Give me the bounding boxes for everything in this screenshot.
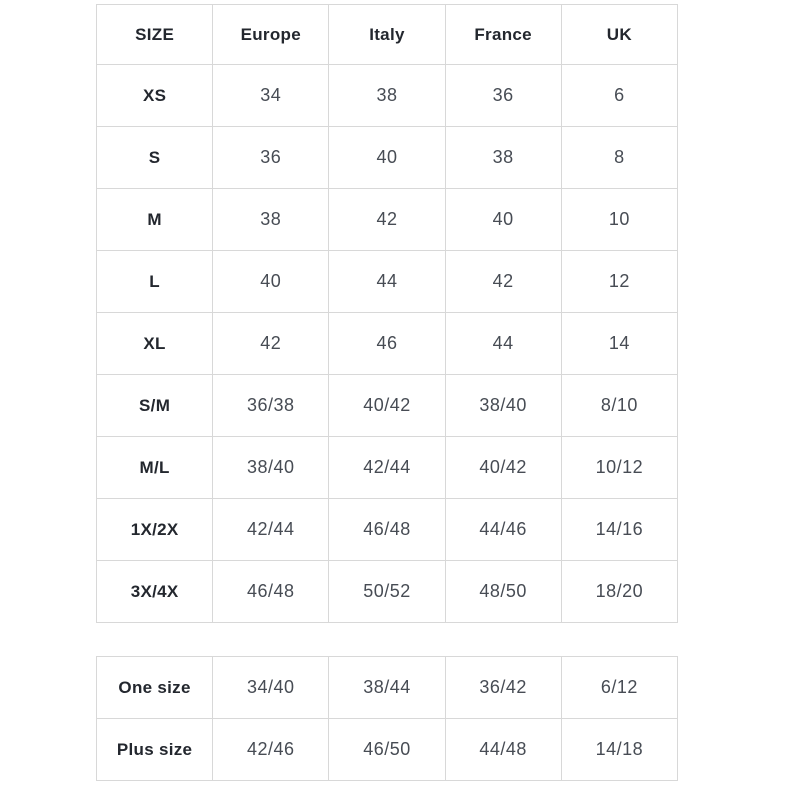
size-value: 8 xyxy=(560,126,679,189)
size-value: 38/40 xyxy=(212,436,330,499)
size-conversion-table: SIZE Europe Italy France UK XS 34 38 36 … xyxy=(95,4,679,623)
size-value: 44/48 xyxy=(444,718,562,781)
row-label: 3X/4X xyxy=(95,560,214,623)
row-label: S xyxy=(95,126,214,189)
size-value: 38/44 xyxy=(328,656,446,719)
size-value: 34 xyxy=(212,64,330,127)
row-label: Plus size xyxy=(95,718,214,781)
table-row-ml: M/L 38/40 42/44 40/42 10/12 xyxy=(95,436,679,499)
table-row-m: M 38 42 40 10 xyxy=(95,188,679,251)
size-value: 48/50 xyxy=(444,560,562,623)
size-value: 40 xyxy=(328,126,446,189)
table-row-3x4x: 3X/4X 46/48 50/52 48/50 18/20 xyxy=(95,560,679,623)
row-label: L xyxy=(95,250,214,313)
column-header-italy: Italy xyxy=(328,4,446,65)
size-value: 44 xyxy=(444,312,562,375)
size-value: 36 xyxy=(444,64,562,127)
size-value: 12 xyxy=(560,250,679,313)
size-value: 40 xyxy=(212,250,330,313)
column-header-europe: Europe xyxy=(212,4,330,65)
size-value: 44/46 xyxy=(444,498,562,561)
table-row-sm: S/M 36/38 40/42 38/40 8/10 xyxy=(95,374,679,437)
row-label: M/L xyxy=(95,436,214,499)
size-value: 36/42 xyxy=(444,656,562,719)
size-value: 42/44 xyxy=(212,498,330,561)
size-value: 46/48 xyxy=(328,498,446,561)
size-value: 38/40 xyxy=(444,374,562,437)
size-value: 40 xyxy=(444,188,562,251)
size-value: 8/10 xyxy=(560,374,679,437)
table-row-xs: XS 34 38 36 6 xyxy=(95,64,679,127)
size-value: 38 xyxy=(328,64,446,127)
row-label: 1X/2X xyxy=(95,498,214,561)
row-label: XS xyxy=(95,64,214,127)
row-label: XL xyxy=(95,312,214,375)
size-value: 46/50 xyxy=(328,718,446,781)
row-label: One size xyxy=(95,656,214,719)
column-header-uk: UK xyxy=(560,4,679,65)
size-value: 40/42 xyxy=(328,374,446,437)
table-row-one-size: One size 34/40 38/44 36/42 6/12 xyxy=(95,656,679,719)
size-value: 18/20 xyxy=(560,560,679,623)
size-value: 40/42 xyxy=(444,436,562,499)
header-row: SIZE Europe Italy France UK xyxy=(95,4,679,65)
table-row-1x2x: 1X/2X 42/44 46/48 44/46 14/16 xyxy=(95,498,679,561)
size-value: 10 xyxy=(560,188,679,251)
table-row-s: S 36 40 38 8 xyxy=(95,126,679,189)
column-header-size: SIZE xyxy=(95,4,214,65)
size-value: 46/48 xyxy=(212,560,330,623)
size-chart-page: SIZE Europe Italy France UK XS 34 38 36 … xyxy=(95,4,679,781)
row-label: M xyxy=(95,188,214,251)
size-value: 6 xyxy=(560,64,679,127)
size-value: 42/46 xyxy=(212,718,330,781)
size-value: 38 xyxy=(444,126,562,189)
size-value: 6/12 xyxy=(560,656,679,719)
size-value: 14/18 xyxy=(560,718,679,781)
size-value: 46 xyxy=(328,312,446,375)
size-value: 42 xyxy=(444,250,562,313)
row-label: S/M xyxy=(95,374,214,437)
size-value: 42 xyxy=(212,312,330,375)
size-value: 38 xyxy=(212,188,330,251)
special-sizes-table: One size 34/40 38/44 36/42 6/12 Plus siz… xyxy=(95,656,679,781)
size-value: 34/40 xyxy=(212,656,330,719)
size-value: 50/52 xyxy=(328,560,446,623)
size-value: 42 xyxy=(328,188,446,251)
size-value: 14/16 xyxy=(560,498,679,561)
size-value: 10/12 xyxy=(560,436,679,499)
column-header-france: France xyxy=(444,4,562,65)
size-value: 42/44 xyxy=(328,436,446,499)
table-row-xl: XL 42 46 44 14 xyxy=(95,312,679,375)
size-value: 36 xyxy=(212,126,330,189)
size-value: 36/38 xyxy=(212,374,330,437)
size-value: 14 xyxy=(560,312,679,375)
table-row-plus-size: Plus size 42/46 46/50 44/48 14/18 xyxy=(95,718,679,781)
table-row-l: L 40 44 42 12 xyxy=(95,250,679,313)
size-value: 44 xyxy=(328,250,446,313)
